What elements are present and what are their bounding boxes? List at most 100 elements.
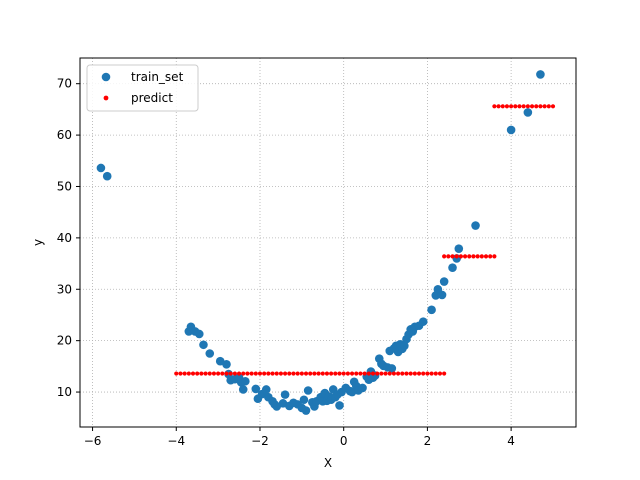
data-point-predict <box>366 371 371 376</box>
x-tick-label: 4 <box>507 434 515 448</box>
data-point-predict <box>190 371 196 376</box>
data-point-predict <box>383 371 388 376</box>
data-point-predict <box>496 104 501 109</box>
data-point-predict <box>504 104 510 109</box>
data-point-predict <box>312 371 317 376</box>
data-point-train-set <box>205 349 215 358</box>
data-point-predict <box>521 104 526 109</box>
data-point-predict <box>270 371 275 376</box>
data-point-predict <box>529 104 535 109</box>
data-point-train-set <box>418 317 428 326</box>
data-point-train-set <box>506 125 516 135</box>
data-point-train-set <box>238 385 248 394</box>
data-point-predict <box>241 371 246 376</box>
data-point-predict <box>437 371 443 376</box>
data-point-predict <box>546 104 551 109</box>
x-tick-label: 0 <box>340 434 348 448</box>
data-point-predict <box>391 371 397 376</box>
data-point-predict <box>278 371 284 376</box>
y-tick-label: 50 <box>57 179 72 193</box>
data-point-predict <box>479 254 484 259</box>
y-tick-label: 40 <box>57 231 72 245</box>
data-point-predict <box>329 371 334 376</box>
data-point-train-set <box>301 406 311 415</box>
data-point-predict <box>232 371 237 376</box>
data-point-predict <box>203 371 208 376</box>
data-point-predict <box>412 371 417 376</box>
data-point-predict <box>525 104 530 109</box>
data-point-predict <box>542 104 547 109</box>
data-point-predict <box>228 371 233 376</box>
data-point-predict <box>274 371 279 376</box>
data-point-train-set <box>358 383 367 393</box>
data-point-predict <box>471 254 476 259</box>
data-point-predict <box>220 371 225 376</box>
grid-lines <box>80 58 576 427</box>
data-point-predict <box>207 371 212 376</box>
data-point-predict <box>433 371 438 376</box>
data-point-predict <box>483 254 489 259</box>
x-tick-label: −4 <box>167 434 185 448</box>
data-point-train-set <box>222 360 231 369</box>
data-point-train-set <box>471 221 480 230</box>
data-point-train-set <box>194 329 204 339</box>
data-point-predict <box>291 371 296 376</box>
data-point-predict <box>400 371 405 376</box>
data-point-predict <box>534 104 539 109</box>
data-point-predict <box>341 371 346 376</box>
data-point-predict <box>199 371 204 376</box>
y-tick-label: 20 <box>57 334 72 348</box>
data-point-train-set <box>102 171 112 181</box>
data-point-predict <box>425 371 430 376</box>
data-point-predict <box>182 371 187 376</box>
y-axis-label: y <box>31 239 45 246</box>
data-point-predict <box>249 371 254 376</box>
data-point-predict <box>475 254 480 259</box>
data-point-predict <box>245 371 250 376</box>
plot-frame <box>79 57 577 428</box>
data-point-predict <box>308 371 313 376</box>
data-point-train-set <box>387 364 397 373</box>
data-point-train-set <box>536 70 545 79</box>
data-point-train-set <box>439 277 449 286</box>
data-point-predict <box>358 371 363 376</box>
data-point-predict <box>211 371 217 376</box>
legend-frame <box>86 64 199 112</box>
y-tick-label: 70 <box>57 77 72 91</box>
x-tick-label: −2 <box>251 434 269 448</box>
data-point-predict <box>333 371 338 376</box>
legend-marker-predict <box>103 95 109 101</box>
data-point-train-set <box>437 290 447 300</box>
legend-label-train-set: train_set <box>131 70 184 84</box>
y-tick-label: 30 <box>57 282 72 296</box>
x-axis-label: X <box>324 456 332 470</box>
data-point-predict <box>500 104 505 109</box>
data-point-predict <box>362 371 367 376</box>
data-point-predict <box>303 371 309 376</box>
data-point-predict <box>316 371 321 376</box>
data-point-predict <box>488 254 493 259</box>
data-point-train-set <box>523 108 533 117</box>
data-point-train-set <box>427 305 436 315</box>
data-point-predict <box>450 254 455 259</box>
data-point-predict <box>253 371 258 376</box>
data-point-predict <box>404 371 409 376</box>
data-point-predict <box>299 371 304 376</box>
y-tick-label: 60 <box>57 128 72 142</box>
data-point-train-set <box>251 384 261 394</box>
data-point-predict <box>354 371 359 376</box>
data-point-predict <box>454 254 459 259</box>
data-point-predict <box>492 254 497 259</box>
data-point-predict <box>295 371 300 376</box>
data-point-predict <box>320 371 325 376</box>
data-point-predict <box>446 254 451 259</box>
data-point-predict <box>458 254 463 259</box>
data-point-predict <box>324 371 330 376</box>
data-point-predict <box>287 371 292 376</box>
data-point-predict <box>396 371 401 376</box>
data-point-train-set <box>96 163 106 173</box>
data-point-predict <box>538 104 543 109</box>
data-point-predict <box>492 104 497 109</box>
data-point-predict <box>349 371 355 376</box>
